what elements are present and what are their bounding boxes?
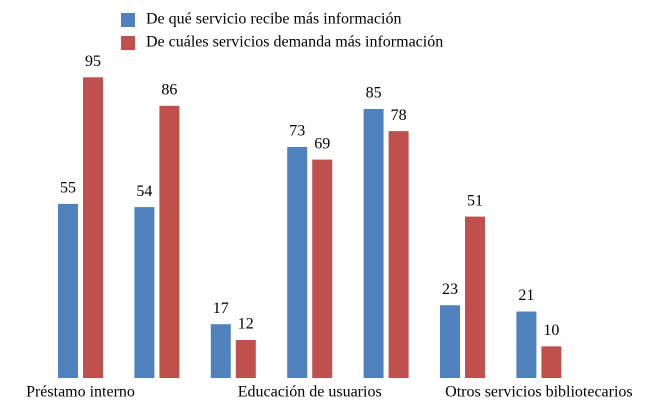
bar xyxy=(388,131,409,378)
value-label: 85 xyxy=(366,85,382,102)
value-label: 10 xyxy=(543,322,559,339)
bar xyxy=(363,108,384,378)
value-label: 23 xyxy=(442,281,458,298)
x-tick-label: Préstamo interno xyxy=(26,384,135,401)
value-label: 55 xyxy=(60,180,76,197)
bar xyxy=(287,146,308,378)
value-label: 73 xyxy=(289,123,305,140)
bar xyxy=(465,216,485,378)
value-label: 86 xyxy=(161,81,177,98)
bar xyxy=(83,77,103,378)
value-label: 69 xyxy=(314,135,330,152)
bar xyxy=(312,159,333,378)
legend-label: De cuáles servicios demanda más informac… xyxy=(146,34,443,51)
value-label: 95 xyxy=(85,53,101,70)
value-label: 21 xyxy=(518,287,534,304)
value-label: 51 xyxy=(467,192,483,209)
bar xyxy=(159,105,180,378)
bar xyxy=(541,346,562,378)
legend-label: De qué servicio recibe más información xyxy=(146,11,401,28)
legend-swatch xyxy=(121,36,135,50)
value-label: 17 xyxy=(213,300,229,317)
bar xyxy=(235,340,256,378)
value-label: 78 xyxy=(391,107,407,124)
bar xyxy=(58,203,78,378)
bar xyxy=(134,207,155,378)
bar xyxy=(440,305,460,378)
value-label: 12 xyxy=(238,316,254,333)
legend-swatch xyxy=(121,13,135,27)
x-tick-label: Educación de usuarios xyxy=(238,384,382,401)
bar xyxy=(516,311,537,378)
value-label: 54 xyxy=(136,183,152,200)
bar xyxy=(210,324,231,378)
x-tick-label: Otros servicios bibliotecarios xyxy=(445,384,633,401)
